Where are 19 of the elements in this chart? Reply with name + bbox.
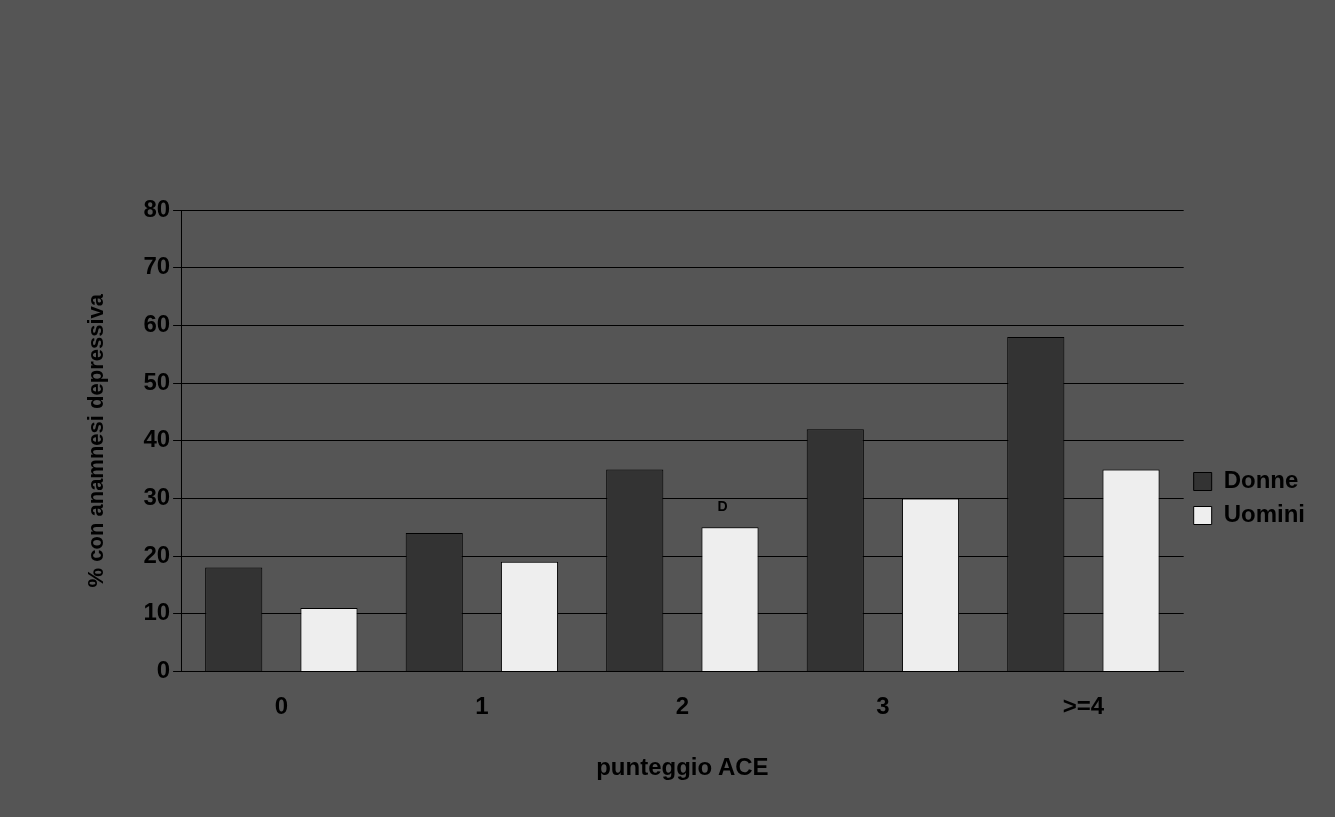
- y-tick-label: 0: [156, 656, 171, 684]
- y-tick-label: 50: [143, 367, 171, 395]
- x-tick-label: 3: [876, 692, 890, 720]
- y-tick-label: 20: [143, 540, 171, 568]
- x-tick-label: 1: [475, 692, 489, 720]
- x-axis-title: punteggio ACE: [596, 753, 769, 781]
- x-tick-label: >=4: [1062, 692, 1105, 720]
- y-tick-label: 10: [143, 598, 171, 626]
- y-tick-label: 80: [143, 194, 171, 222]
- y-tick-label: 70: [143, 252, 171, 280]
- legend-label: Donne: [1223, 466, 1299, 494]
- y-axis-title: % con anamnesi depressiva: [83, 293, 109, 588]
- y-tick-label: 40: [143, 425, 171, 453]
- legend-label: Uomini: [1223, 500, 1305, 528]
- y-tick-label: 30: [143, 483, 171, 510]
- annotation: D: [717, 498, 728, 515]
- y-tick-label: 60: [143, 309, 171, 337]
- x-tick-label: 0: [274, 692, 289, 720]
- x-tick-label: 2: [675, 692, 690, 720]
